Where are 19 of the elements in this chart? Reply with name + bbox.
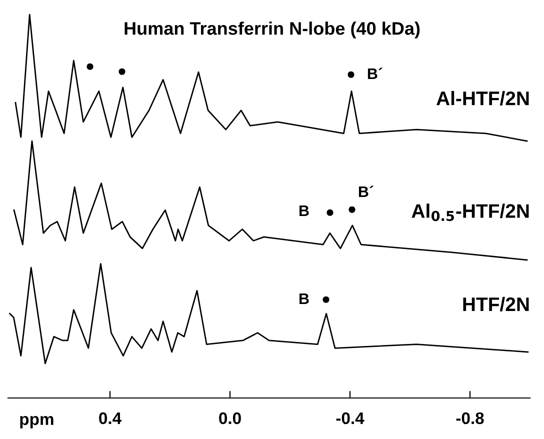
annotation: B´ xyxy=(368,68,382,79)
series-label: HTF/2N xyxy=(463,296,529,312)
annotation: ● xyxy=(86,63,94,70)
x-tick-label: 0.0 xyxy=(219,412,241,424)
x-axis-title: ppm xyxy=(20,416,54,428)
annotation: ● xyxy=(348,71,354,78)
annotation: B xyxy=(300,293,309,304)
annotation: B xyxy=(300,205,309,216)
series-label: Al-HTF/2N xyxy=(436,90,529,106)
annotation: ● xyxy=(118,68,126,75)
series-label: Al$_{0.5}$-HTF/2N xyxy=(412,204,529,222)
annotation: ● xyxy=(322,296,330,303)
annotation: ● xyxy=(326,209,334,216)
annotation: B´ xyxy=(358,186,374,197)
chart-title: Human Transferrin N-lobe (40 kDa) xyxy=(124,22,420,38)
annotation: ● xyxy=(348,206,356,213)
x-tick-label: -0.8 xyxy=(456,412,484,424)
x-tick-label: 0.4 xyxy=(99,412,122,424)
x-tick-label: -0.4 xyxy=(336,412,364,424)
